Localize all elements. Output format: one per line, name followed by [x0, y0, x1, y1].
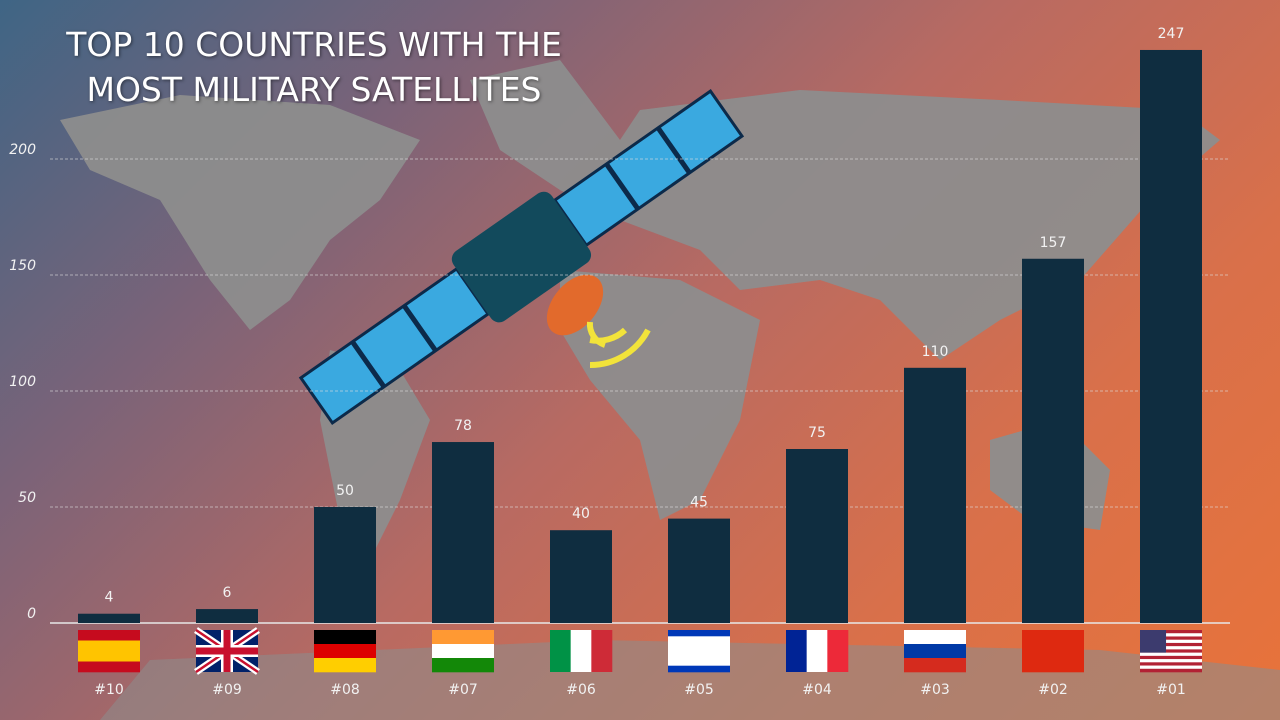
- flag: [827, 630, 849, 672]
- flag: [1140, 662, 1202, 666]
- bar: [786, 449, 848, 623]
- bar: [904, 367, 966, 623]
- x-tick-label: #10: [94, 682, 124, 698]
- flag: [668, 665, 730, 673]
- x-tick-label: #08: [330, 682, 360, 698]
- bar: [1022, 258, 1084, 623]
- y-tick-label: 100: [9, 374, 36, 390]
- value-label: 6: [223, 585, 232, 601]
- flag: [1140, 636, 1202, 640]
- bar: [196, 609, 258, 623]
- flag: [1140, 630, 1202, 634]
- flag: [904, 630, 966, 645]
- value-label: 50: [336, 483, 354, 499]
- value-label: 75: [808, 425, 826, 441]
- flag: [668, 636, 730, 666]
- x-tick-label: #03: [920, 682, 950, 698]
- x-tick-label: #01: [1156, 682, 1186, 698]
- flag: [1022, 630, 1084, 673]
- flag: [314, 644, 376, 659]
- flag: [904, 658, 966, 673]
- y-tick-label: 0: [27, 606, 36, 622]
- x-tick-label: #07: [448, 682, 478, 698]
- flag: [432, 644, 494, 659]
- flag: [432, 658, 494, 673]
- value-label: 40: [572, 506, 590, 522]
- flag: [1140, 659, 1202, 663]
- flag: [1140, 652, 1202, 657]
- satellite-illustration: [298, 89, 745, 426]
- flag: [1140, 630, 1167, 653]
- value-label: 45: [690, 495, 708, 511]
- bar: [668, 518, 730, 623]
- flag: [78, 630, 140, 641]
- flag: [432, 630, 494, 645]
- bar: [432, 442, 494, 623]
- y-tick-label: 50: [18, 490, 36, 506]
- flag: [1140, 646, 1202, 650]
- flag: [668, 630, 730, 637]
- flag: [78, 640, 140, 662]
- value-label: 247: [1158, 26, 1185, 42]
- bar: [1140, 49, 1202, 623]
- x-tick-label: #04: [802, 682, 832, 698]
- value-label: 110: [922, 344, 949, 360]
- chart-title: TOP 10 COUNTRIES WITH THE MOST MILITARY …: [66, 25, 562, 109]
- flag: [1140, 642, 1202, 647]
- flag: [550, 630, 571, 672]
- flag: [786, 630, 807, 672]
- x-tick-label: #02: [1038, 682, 1068, 698]
- flag: [1140, 633, 1202, 637]
- value-label: 78: [454, 418, 472, 434]
- flag: [904, 644, 966, 659]
- bar: [550, 530, 612, 623]
- value-label: 157: [1040, 235, 1067, 251]
- value-label: 4: [105, 590, 114, 606]
- flag: [591, 630, 613, 672]
- flag: [1140, 639, 1202, 644]
- x-tick-label: #06: [566, 682, 596, 698]
- flag: [196, 647, 258, 655]
- x-tick-label: #09: [212, 682, 242, 698]
- flag: [1140, 655, 1202, 660]
- y-tick-label: 150: [9, 258, 36, 274]
- flag: [1140, 668, 1202, 673]
- flag: [78, 661, 140, 673]
- flag: [1140, 665, 1202, 670]
- x-tick-label: #05: [684, 682, 714, 698]
- flag: [570, 630, 592, 672]
- flag: [314, 630, 376, 645]
- y-tick-label: 200: [9, 142, 36, 158]
- flag: [314, 658, 376, 673]
- flag: [1140, 649, 1202, 653]
- bar: [78, 613, 140, 623]
- bar: [314, 507, 376, 623]
- flag: [806, 630, 828, 672]
